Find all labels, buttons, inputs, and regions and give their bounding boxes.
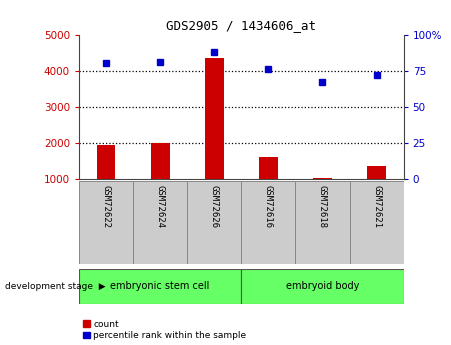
- Bar: [241, 181, 295, 264]
- Bar: [97, 145, 115, 179]
- Text: GSM72616: GSM72616: [264, 185, 273, 228]
- Bar: [151, 143, 170, 179]
- Bar: [241, 269, 404, 304]
- Text: GSM72624: GSM72624: [156, 185, 165, 228]
- Text: GSM72626: GSM72626: [210, 185, 219, 228]
- Bar: [367, 166, 386, 179]
- Text: embryoid body: embryoid body: [286, 282, 359, 291]
- Title: GDS2905 / 1434606_at: GDS2905 / 1434606_at: [166, 19, 316, 32]
- Bar: [313, 178, 332, 179]
- Text: GSM72621: GSM72621: [372, 185, 381, 228]
- Bar: [79, 181, 133, 264]
- Bar: [187, 181, 241, 264]
- Bar: [295, 181, 350, 264]
- Legend: count, percentile rank within the sample: count, percentile rank within the sample: [83, 320, 247, 341]
- Text: GSM72618: GSM72618: [318, 185, 327, 228]
- Text: development stage  ▶: development stage ▶: [5, 282, 105, 291]
- Text: embryonic stem cell: embryonic stem cell: [110, 282, 210, 291]
- Bar: [205, 58, 224, 179]
- Bar: [79, 269, 241, 304]
- Bar: [350, 181, 404, 264]
- Bar: [133, 181, 187, 264]
- Text: GSM72622: GSM72622: [101, 185, 110, 228]
- Bar: [259, 157, 278, 179]
